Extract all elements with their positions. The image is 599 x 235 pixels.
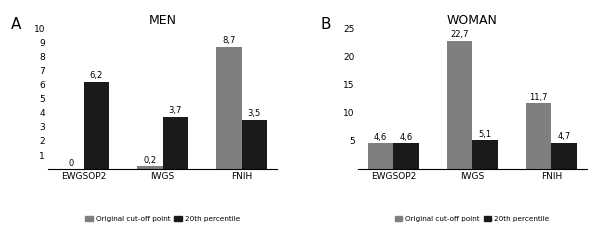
Bar — [447, 41, 473, 169]
Bar — [216, 47, 241, 169]
Title: WOMAN: WOMAN — [447, 14, 498, 27]
Text: 3,5: 3,5 — [247, 109, 261, 118]
Bar — [526, 103, 551, 169]
Legend: Original cut-off point, 20th percentile: Original cut-off point, 20th percentile — [83, 213, 243, 225]
Text: 11,7: 11,7 — [530, 93, 548, 102]
Title: MEN: MEN — [149, 14, 177, 27]
Bar — [368, 143, 394, 169]
Text: 22,7: 22,7 — [450, 31, 469, 39]
Legend: Original cut-off point, 20th percentile: Original cut-off point, 20th percentile — [392, 213, 552, 225]
Bar — [241, 120, 267, 169]
Text: 5,1: 5,1 — [479, 130, 492, 139]
Text: A: A — [11, 17, 22, 32]
Text: 3,7: 3,7 — [168, 106, 182, 115]
Text: 0,2: 0,2 — [143, 156, 156, 165]
Bar — [473, 141, 498, 169]
Text: 4,6: 4,6 — [400, 133, 413, 141]
Bar — [137, 166, 162, 169]
Text: 4,7: 4,7 — [557, 132, 571, 141]
Text: 4,6: 4,6 — [374, 133, 388, 141]
Text: 0: 0 — [68, 159, 74, 168]
Bar — [84, 82, 109, 169]
Bar — [394, 143, 419, 169]
Text: B: B — [321, 17, 331, 32]
Text: 6,2: 6,2 — [90, 71, 103, 80]
Bar — [551, 143, 577, 169]
Bar — [162, 117, 188, 169]
Text: 8,7: 8,7 — [222, 36, 235, 45]
